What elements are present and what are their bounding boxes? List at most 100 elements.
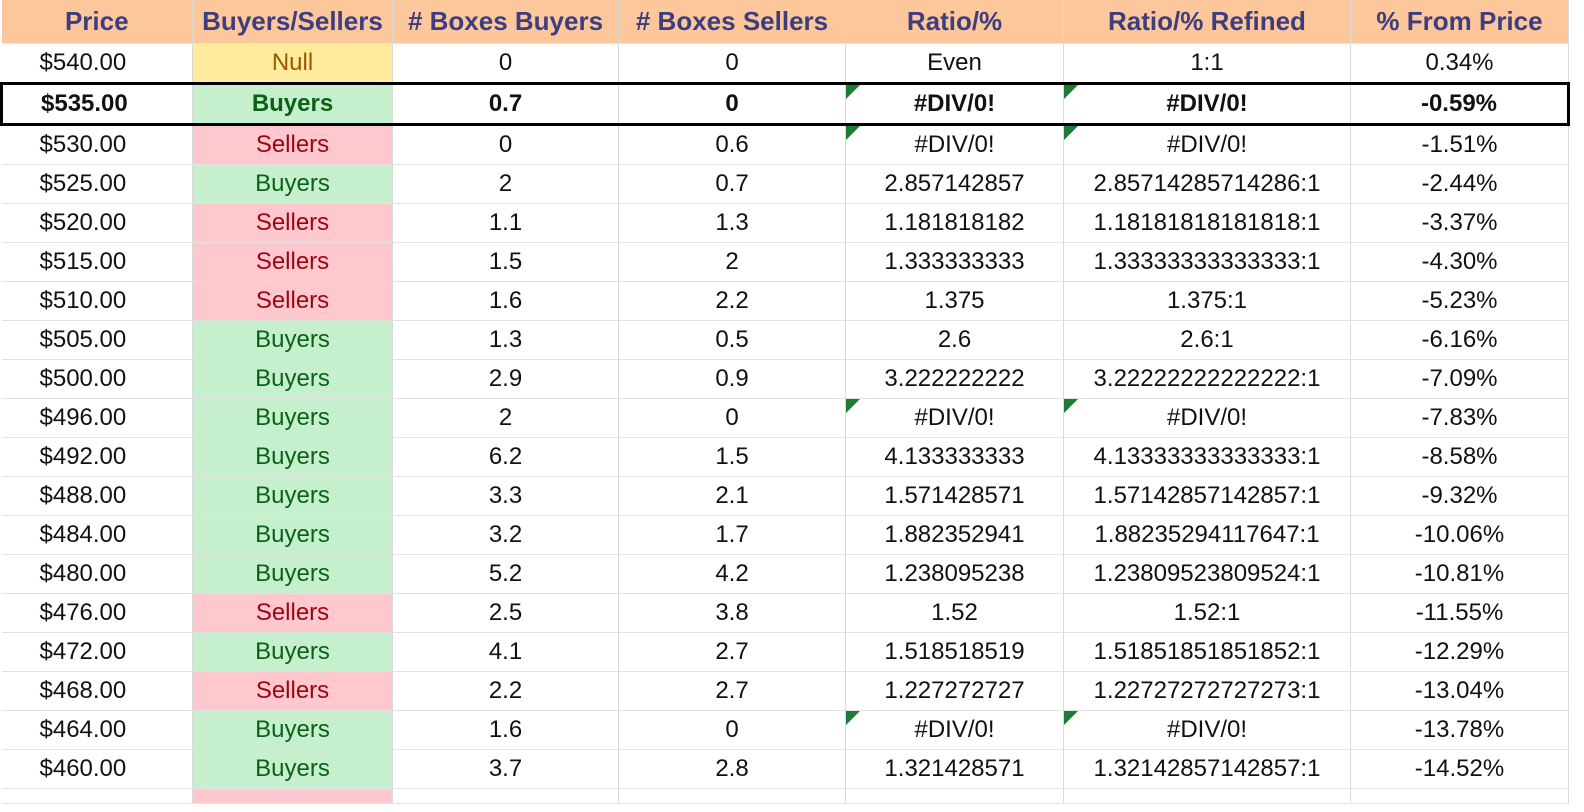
pct-from-price-cell[interactable]: -7.09% <box>1350 359 1569 399</box>
header-price[interactable]: Price <box>1 0 193 44</box>
pct-from-price-cell[interactable]: 0.34% <box>1350 43 1569 84</box>
price-cell[interactable]: $488.00 <box>1 476 193 516</box>
boxes-sellers-cell[interactable]: 2.7 <box>618 632 846 672</box>
boxes-buyers-cell[interactable]: 4.1 <box>392 632 619 672</box>
header-buyers-sellers[interactable]: Buyers/Sellers <box>192 0 393 44</box>
header-boxes-buyers[interactable]: # Boxes Buyers <box>392 0 619 44</box>
boxes-sellers-cell[interactable]: 0.7 <box>618 164 846 204</box>
pct-from-price-cell[interactable]: -14.52% <box>1350 749 1569 789</box>
price-cell[interactable]: $505.00 <box>1 320 193 360</box>
side-cell[interactable]: Buyers <box>192 359 393 399</box>
ratio-cell[interactable]: #DIV/0! <box>845 82 1064 126</box>
boxes-sellers-cell[interactable]: 2.2 <box>618 281 846 321</box>
ratio-refined-cell[interactable]: 1.18181818181818:1 <box>1063 203 1351 243</box>
boxes-sellers-cell[interactable]: 0.9 <box>618 359 846 399</box>
pct-from-price-cell[interactable]: -11.55% <box>1350 593 1569 633</box>
boxes-sellers-cell[interactable]: 2.8 <box>618 749 846 789</box>
price-cell[interactable]: $476.00 <box>1 593 193 633</box>
ratio-refined-cell[interactable]: #DIV/0! <box>1063 710 1351 750</box>
ratio-cell[interactable]: 1.181818182 <box>845 203 1064 243</box>
boxes-sellers-cell[interactable]: 0.6 <box>618 124 846 165</box>
price-cell[interactable]: $515.00 <box>1 242 193 282</box>
boxes-sellers-cell[interactable]: 2.7 <box>618 671 846 711</box>
price-cell[interactable]: $540.00 <box>1 43 193 84</box>
boxes-sellers-cell[interactable]: 0.5 <box>618 320 846 360</box>
boxes-buyers-cell[interactable]: 3.7 <box>392 749 619 789</box>
ratio-cell[interactable]: 1.321428571 <box>845 749 1064 789</box>
boxes-buyers-cell[interactable]: 1.3 <box>392 320 619 360</box>
side-cell[interactable]: Sellers <box>192 281 393 321</box>
boxes-buyers-cell[interactable]: 1.6 <box>392 281 619 321</box>
ratio-refined-cell[interactable]: #DIV/0! <box>1063 398 1351 438</box>
ratio-cell[interactable]: 1.882352941 <box>845 515 1064 555</box>
ratio-refined-cell[interactable]: 3.22222222222222:1 <box>1063 359 1351 399</box>
boxes-sellers-cell[interactable]: 4.2 <box>618 554 846 594</box>
price-cell[interactable]: $480.00 <box>1 554 193 594</box>
ratio-refined-cell[interactable]: 1:1 <box>1063 43 1351 84</box>
price-cell[interactable]: $496.00 <box>1 398 193 438</box>
pct-from-price-cell[interactable]: -13.78% <box>1350 710 1569 750</box>
side-cell[interactable]: Buyers <box>192 164 393 204</box>
boxes-sellers-cell[interactable] <box>618 788 846 804</box>
side-cell[interactable]: Null <box>192 43 393 84</box>
header-ratio[interactable]: Ratio/% <box>845 0 1064 44</box>
price-cell[interactable]: $520.00 <box>1 203 193 243</box>
pct-from-price-cell[interactable]: -0.59% <box>1350 82 1570 126</box>
boxes-sellers-cell[interactable]: 2 <box>618 242 846 282</box>
boxes-sellers-cell[interactable]: 2.1 <box>618 476 846 516</box>
pct-from-price-cell[interactable] <box>1350 788 1569 804</box>
boxes-sellers-cell[interactable]: 1.3 <box>618 203 846 243</box>
boxes-sellers-cell[interactable]: 0 <box>618 43 846 84</box>
ratio-cell[interactable]: Even <box>845 43 1064 84</box>
ratio-refined-cell[interactable]: 1.22727272727273:1 <box>1063 671 1351 711</box>
side-cell[interactable]: Sellers <box>192 203 393 243</box>
pct-from-price-cell[interactable]: -13.04% <box>1350 671 1569 711</box>
ratio-refined-cell[interactable]: 1.32142857142857:1 <box>1063 749 1351 789</box>
side-cell[interactable]: Buyers <box>192 476 393 516</box>
side-cell[interactable]: Buyers <box>192 82 393 126</box>
side-cell[interactable] <box>192 788 393 804</box>
side-cell[interactable]: Buyers <box>192 710 393 750</box>
ratio-refined-cell[interactable]: 2.85714285714286:1 <box>1063 164 1351 204</box>
boxes-buyers-cell[interactable]: 6.2 <box>392 437 619 477</box>
ratio-refined-cell[interactable]: 2.6:1 <box>1063 320 1351 360</box>
ratio-cell[interactable]: 1.571428571 <box>845 476 1064 516</box>
ratio-cell[interactable] <box>845 788 1064 804</box>
price-cell[interactable]: $472.00 <box>1 632 193 672</box>
ratio-cell[interactable]: 1.52 <box>845 593 1064 633</box>
price-cell[interactable]: $464.00 <box>1 710 193 750</box>
boxes-buyers-cell[interactable]: 1.6 <box>392 710 619 750</box>
boxes-buyers-cell[interactable]: 2.2 <box>392 671 619 711</box>
side-cell[interactable]: Sellers <box>192 593 393 633</box>
ratio-refined-cell[interactable]: 1.88235294117647:1 <box>1063 515 1351 555</box>
side-cell[interactable]: Buyers <box>192 749 393 789</box>
boxes-buyers-cell[interactable]: 3.3 <box>392 476 619 516</box>
pct-from-price-cell[interactable]: -10.81% <box>1350 554 1569 594</box>
price-cell[interactable]: $525.00 <box>1 164 193 204</box>
boxes-sellers-cell[interactable]: 0 <box>618 710 846 750</box>
ratio-refined-cell[interactable]: 1.52:1 <box>1063 593 1351 633</box>
pct-from-price-cell[interactable]: -10.06% <box>1350 515 1569 555</box>
boxes-buyers-cell[interactable]: 5.2 <box>392 554 619 594</box>
pct-from-price-cell[interactable]: -12.29% <box>1350 632 1569 672</box>
ratio-cell[interactable]: 2.857142857 <box>845 164 1064 204</box>
ratio-cell[interactable]: #DIV/0! <box>845 398 1064 438</box>
ratio-refined-cell[interactable]: 1.57142857142857:1 <box>1063 476 1351 516</box>
boxes-buyers-cell[interactable]: 0 <box>392 124 619 165</box>
side-cell[interactable]: Sellers <box>192 124 393 165</box>
pct-from-price-cell[interactable]: -8.58% <box>1350 437 1569 477</box>
boxes-buyers-cell[interactable]: 2 <box>392 164 619 204</box>
ratio-cell[interactable]: 4.133333333 <box>845 437 1064 477</box>
header-ratio-refined[interactable]: Ratio/% Refined <box>1063 0 1351 44</box>
pct-from-price-cell[interactable]: -3.37% <box>1350 203 1569 243</box>
boxes-buyers-cell[interactable]: 0.7 <box>392 82 619 126</box>
boxes-buyers-cell[interactable]: 1.5 <box>392 242 619 282</box>
pct-from-price-cell[interactable]: -1.51% <box>1350 124 1569 165</box>
ratio-refined-cell[interactable]: 1.23809523809524:1 <box>1063 554 1351 594</box>
boxes-sellers-cell[interactable]: 0 <box>618 82 846 126</box>
side-cell[interactable]: Buyers <box>192 632 393 672</box>
side-cell[interactable]: Sellers <box>192 671 393 711</box>
ratio-cell[interactable]: 1.375 <box>845 281 1064 321</box>
pct-from-price-cell[interactable]: -9.32% <box>1350 476 1569 516</box>
price-cell[interactable]: $468.00 <box>1 671 193 711</box>
